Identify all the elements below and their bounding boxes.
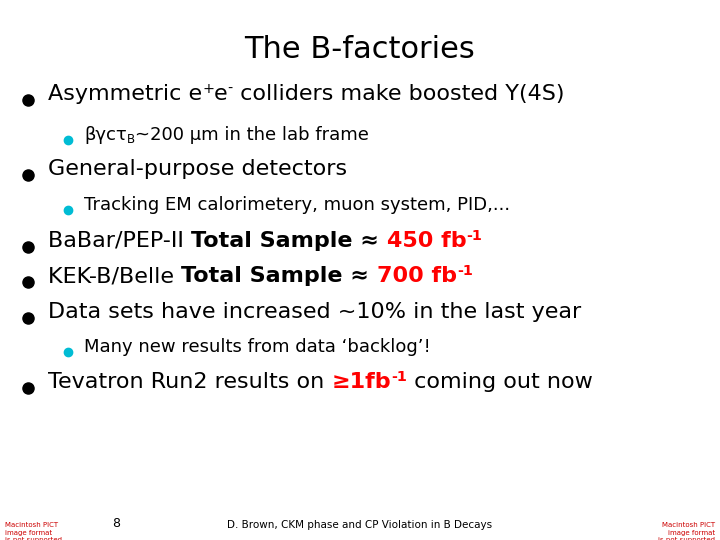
Text: Data sets have increased ~10% in the last year: Data sets have increased ~10% in the las… bbox=[48, 302, 581, 322]
Text: Total Sample ≈: Total Sample ≈ bbox=[181, 266, 377, 286]
Text: KEK-B/Belle: KEK-B/Belle bbox=[48, 266, 181, 286]
Text: ≥1fb: ≥1fb bbox=[331, 372, 391, 392]
Text: -1: -1 bbox=[391, 370, 407, 384]
Text: coming out now: coming out now bbox=[407, 372, 593, 392]
Text: +: + bbox=[202, 82, 214, 96]
Text: D. Brown, CKM phase and CP Violation in B Decays: D. Brown, CKM phase and CP Violation in … bbox=[228, 520, 492, 530]
Text: βγcτ: βγcτ bbox=[84, 126, 127, 144]
Text: -1: -1 bbox=[456, 264, 472, 278]
Text: -1: -1 bbox=[467, 229, 482, 243]
Text: -: - bbox=[228, 82, 233, 96]
Text: General-purpose detectors: General-purpose detectors bbox=[48, 159, 347, 179]
Text: 700 fb: 700 fb bbox=[377, 266, 456, 286]
Text: colliders make boosted Υ(4S): colliders make boosted Υ(4S) bbox=[233, 84, 564, 104]
Text: Asymmetric e: Asymmetric e bbox=[48, 84, 202, 104]
Text: Total Sample ≈: Total Sample ≈ bbox=[191, 231, 387, 251]
Text: B: B bbox=[127, 133, 135, 146]
Text: The B-factories: The B-factories bbox=[245, 35, 475, 64]
Text: Macintosh PICT
image format
is not supported: Macintosh PICT image format is not suppo… bbox=[5, 522, 62, 540]
Text: Many new results from data ‘backlog’!: Many new results from data ‘backlog’! bbox=[84, 338, 431, 356]
Text: Tevatron Run2 results on: Tevatron Run2 results on bbox=[48, 372, 331, 392]
Text: e: e bbox=[214, 84, 228, 104]
Text: 450 fb: 450 fb bbox=[387, 231, 467, 251]
Text: Tracking EM calorimetery, muon system, PID,...: Tracking EM calorimetery, muon system, P… bbox=[84, 196, 510, 214]
Text: ~200 μm in the lab frame: ~200 μm in the lab frame bbox=[135, 126, 369, 144]
Text: 8: 8 bbox=[112, 517, 120, 530]
Text: BaBar/PEP-II: BaBar/PEP-II bbox=[48, 231, 191, 251]
Text: Macintosh PICT
image format
is not supported: Macintosh PICT image format is not suppo… bbox=[658, 522, 715, 540]
